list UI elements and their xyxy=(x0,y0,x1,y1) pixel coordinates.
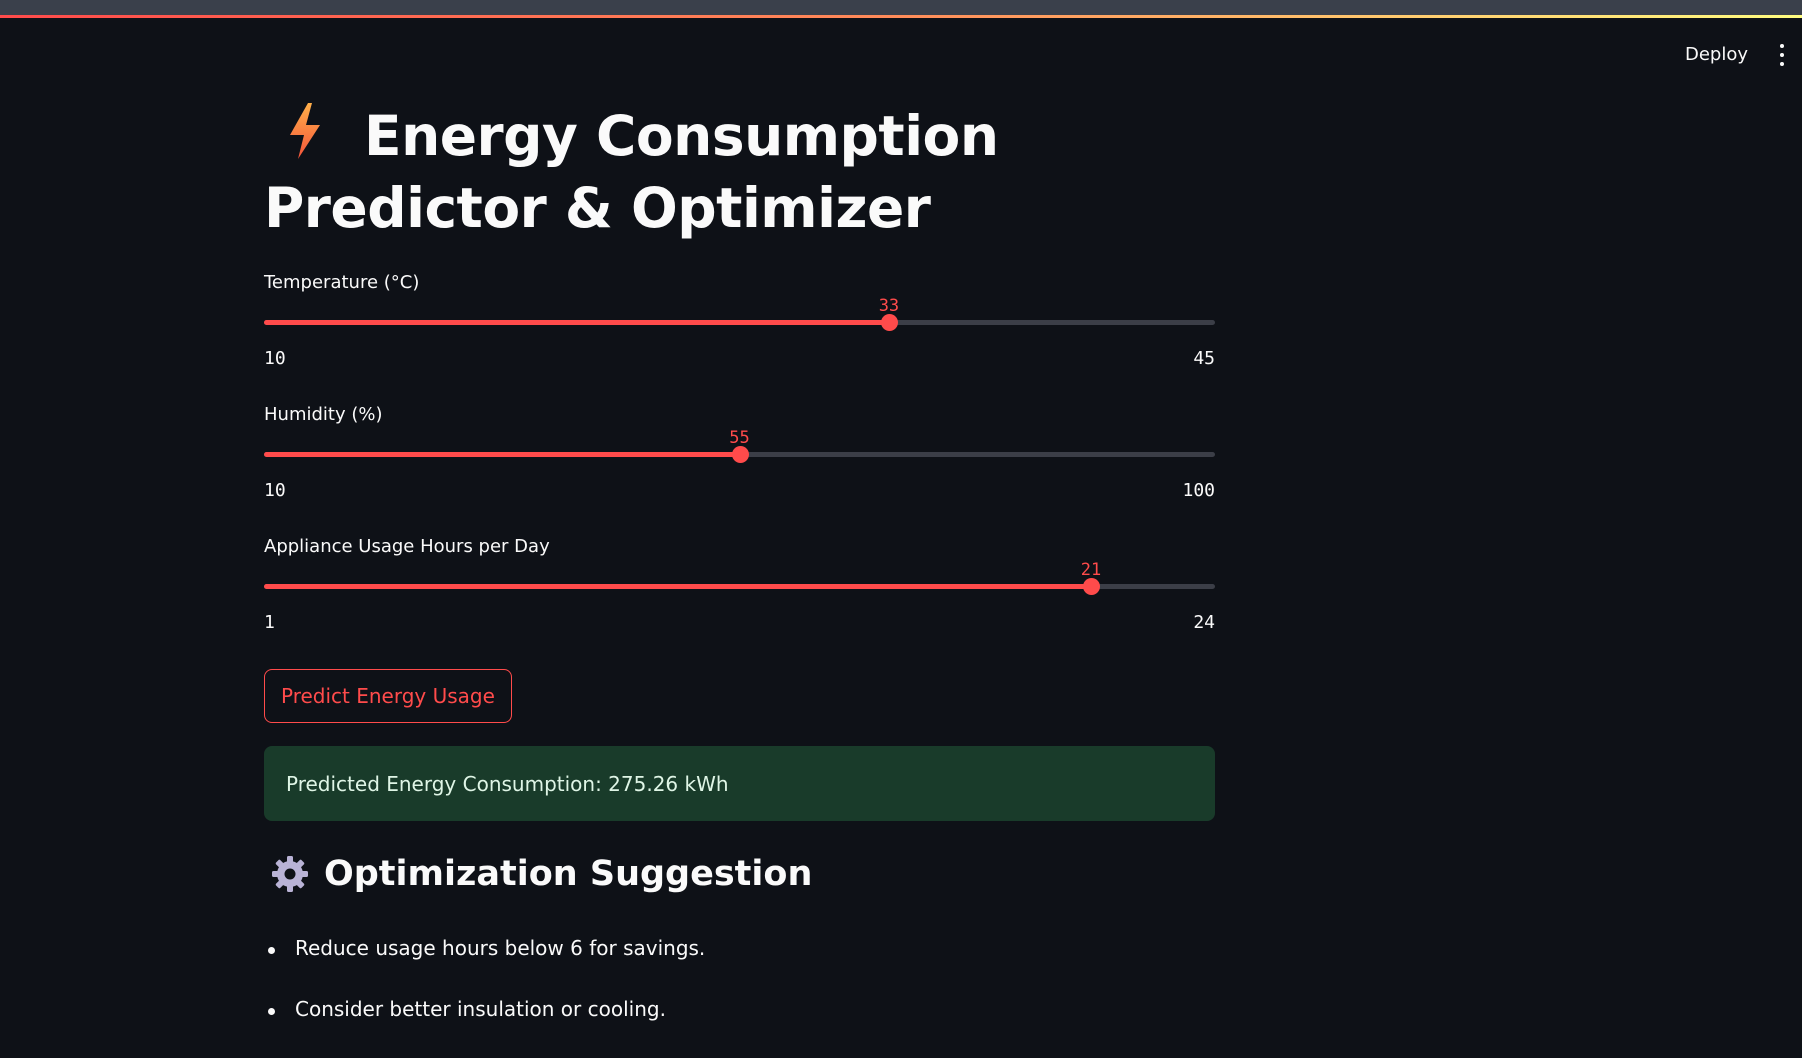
slider-label: Temperature (°C) xyxy=(264,272,420,293)
slider-temperature: Temperature (°C) 33 10 45 xyxy=(264,272,1215,404)
slider-fill xyxy=(264,452,740,457)
browser-chrome xyxy=(0,0,1802,15)
slider-label: Humidity (%) xyxy=(264,404,383,425)
slider-humidity: Humidity (%) 55 10 100 xyxy=(264,404,1215,536)
app-header: Deploy xyxy=(1402,18,1802,96)
slider-thumb[interactable] xyxy=(1082,578,1100,595)
predict-button[interactable]: Predict Energy Usage xyxy=(264,669,512,723)
slider-value: 33 xyxy=(878,296,900,316)
optimization-heading: Optimization Suggestion xyxy=(264,854,812,894)
list-item: Consider better insulation or cooling. xyxy=(267,997,705,1058)
slider-max: 100 xyxy=(1182,480,1215,501)
gear-icon xyxy=(272,856,308,892)
slider-min: 10 xyxy=(264,480,286,501)
slider-max: 45 xyxy=(1193,348,1215,369)
more-vert-icon[interactable] xyxy=(1776,44,1788,66)
slider-min: 10 xyxy=(264,348,286,369)
suggestion-list: Reduce usage hours below 6 for savings. … xyxy=(264,936,705,1058)
slider-track[interactable] xyxy=(264,446,1215,463)
slider-fill xyxy=(264,320,889,325)
slider-track[interactable] xyxy=(264,578,1215,595)
slider-fill xyxy=(264,584,1091,589)
slider-thumb[interactable] xyxy=(731,446,749,463)
list-item: Reduce usage hours below 6 for savings. xyxy=(267,936,705,997)
lightning-bolt-icon xyxy=(290,103,320,159)
slider-label: Appliance Usage Hours per Day xyxy=(264,536,550,557)
prediction-result: Predicted Energy Consumption: 275.26 kWh xyxy=(264,746,1215,821)
slider-usage-hours: Appliance Usage Hours per Day 21 1 24 xyxy=(264,536,1215,668)
slider-value: 55 xyxy=(729,428,750,448)
slider-group: Temperature (°C) 33 10 45 Humidity (%) 5… xyxy=(264,272,1215,668)
slider-value: 21 xyxy=(1080,560,1102,580)
deploy-button[interactable]: Deploy xyxy=(1684,44,1748,65)
slider-thumb[interactable] xyxy=(880,314,898,331)
header-decoration-line xyxy=(0,15,1802,18)
slider-track[interactable] xyxy=(264,314,1215,331)
main-content: Energy Consumption Predictor & Optimizer… xyxy=(264,100,1215,894)
optimization-heading-text: Optimization Suggestion xyxy=(324,854,813,894)
slider-min: 1 xyxy=(264,612,275,633)
page-title-text: Energy Consumption Predictor & Optimizer xyxy=(264,104,999,240)
page-title: Energy Consumption Predictor & Optimizer xyxy=(264,100,1215,244)
slider-max: 24 xyxy=(1193,612,1215,633)
